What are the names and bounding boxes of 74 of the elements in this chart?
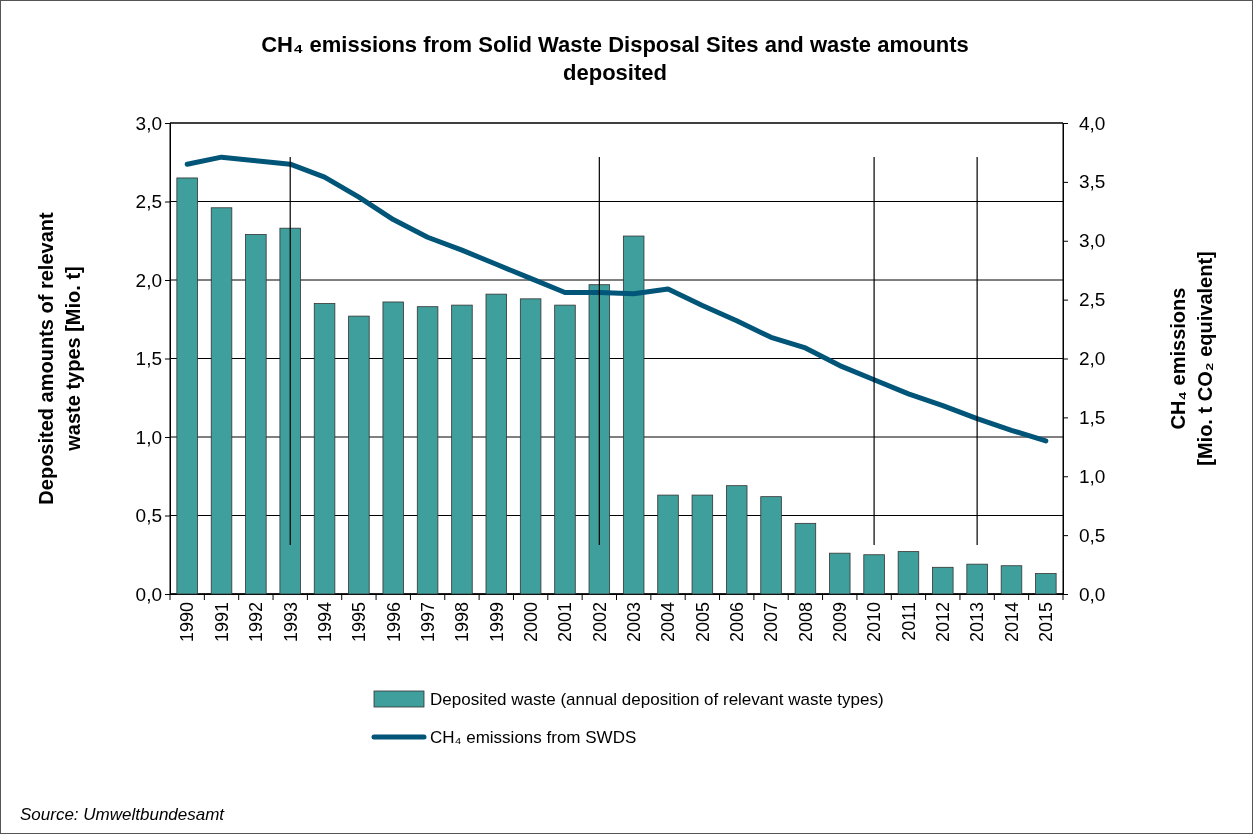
bar — [279, 227, 301, 595]
x-tick-label: 1991 — [211, 602, 232, 643]
source-note: Source: Umweltbundesamt — [20, 805, 226, 824]
x-tick-label: 1990 — [177, 602, 198, 643]
bar — [966, 563, 988, 595]
x-tick-label: 1999 — [486, 602, 507, 643]
bar — [794, 522, 817, 595]
bar — [657, 494, 679, 595]
y-tick-label: 0,0 — [135, 583, 162, 605]
x-tick-label: 1996 — [383, 602, 404, 643]
y2-tick-label: 0,5 — [1079, 524, 1106, 546]
x-tick-label: 2005 — [692, 602, 713, 643]
y-tick-label: 0,5 — [135, 505, 162, 527]
x-tick-label: 1998 — [452, 602, 473, 643]
x-tick-label: 2009 — [830, 602, 851, 643]
x-tick-label: 2010 — [864, 602, 885, 643]
bar — [622, 235, 645, 595]
x-tick-label: 2003 — [623, 602, 644, 643]
bar — [382, 301, 404, 595]
bar — [829, 552, 851, 595]
bar — [897, 551, 920, 595]
bar — [1035, 573, 1057, 595]
y2-tick-label: 3,0 — [1079, 230, 1106, 252]
y2-tick-label: 2,0 — [1079, 348, 1106, 370]
y-tick-label: 1,5 — [135, 348, 162, 370]
bar — [519, 298, 542, 595]
bar — [554, 304, 576, 595]
bar — [210, 207, 233, 595]
y-tick-label: 3,0 — [135, 112, 162, 134]
y-tick-label: 2,0 — [135, 269, 162, 291]
y-tick-label: 2,5 — [135, 191, 162, 213]
x-tick-label: 1992 — [246, 602, 267, 643]
y-tick-label: 1,0 — [135, 426, 162, 448]
y2-tick-label: 4,0 — [1079, 112, 1106, 134]
x-tick-label: 1995 — [349, 602, 370, 643]
bar — [416, 306, 439, 595]
x-tick-label: 2008 — [795, 602, 816, 643]
x-tick-label: 1994 — [314, 602, 335, 643]
y-axis-title: Deposited amounts of relevant waste types [Mio. t] — [35, 212, 84, 505]
bar — [760, 496, 782, 595]
x-tick-label: 2012 — [933, 602, 954, 643]
bar — [176, 177, 198, 595]
x-tick-label: 2000 — [520, 602, 541, 643]
x-tick-label: 2002 — [589, 602, 610, 643]
bar — [932, 566, 954, 595]
bar — [726, 485, 748, 595]
bar — [485, 293, 507, 595]
bar — [588, 284, 611, 595]
legend-label: Deposited waste (annual deposition of relevant waste types) — [430, 690, 884, 709]
bar — [313, 303, 336, 595]
y2-tick-label: 1,0 — [1079, 465, 1106, 487]
x-tick-label: 2014 — [1001, 602, 1022, 643]
x-tick-label: 2001 — [555, 602, 576, 643]
legend-label: CH₄ emissions from SWDS — [430, 728, 637, 747]
x-tick-label: 2013 — [967, 602, 988, 643]
x-tick-label: 1997 — [417, 602, 438, 643]
bar — [691, 494, 714, 595]
x-tick-label: 2006 — [727, 602, 748, 643]
bar — [348, 315, 370, 595]
x-tick-label: 2015 — [1036, 602, 1057, 643]
x-tick-label: 2011 — [898, 602, 919, 641]
y2-axis-title: CH₄ emissions [Mio. t CO₂ equivalent] — [1167, 251, 1216, 466]
x-tick-label: 2004 — [658, 602, 679, 643]
bar — [451, 304, 473, 595]
y2-tick-label: 1,5 — [1079, 406, 1106, 428]
y2-tick-label: 2,5 — [1079, 289, 1106, 311]
bar — [1000, 565, 1023, 595]
bar — [863, 554, 885, 595]
chart-title: CH₄ emissions from Solid Waste Disposal Sites and waste amounts deposited — [261, 32, 969, 85]
y2-tick-label: 0,0 — [1079, 583, 1106, 605]
bar — [245, 234, 267, 595]
y2-tick-label: 3,5 — [1079, 171, 1106, 193]
x-tick-label: 2007 — [761, 602, 782, 643]
x-tick-label: 1993 — [280, 602, 301, 643]
